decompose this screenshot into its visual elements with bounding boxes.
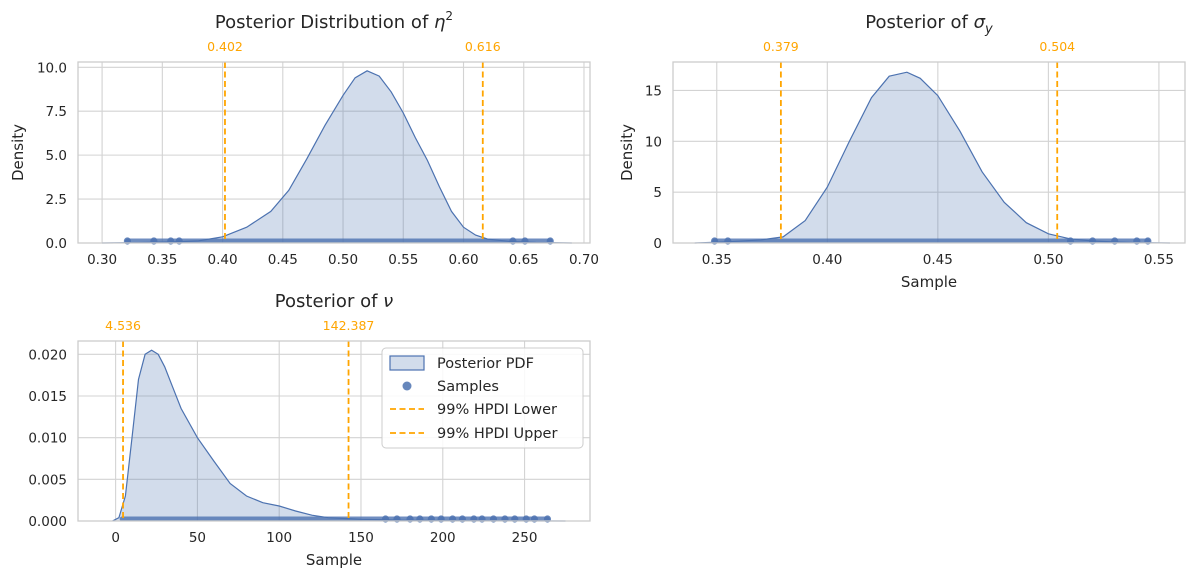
y-axis-label: Density xyxy=(618,124,636,181)
y-tick-label: 0.015 xyxy=(28,389,67,405)
y-tick-label: 0.000 xyxy=(28,514,67,530)
y-tick-label: 5 xyxy=(653,185,662,201)
density-area xyxy=(694,72,1170,243)
axes-frame xyxy=(672,61,1186,244)
legend-label: Posterior PDF xyxy=(437,356,534,372)
hpdi-lower-label: 0.402 xyxy=(207,39,243,54)
axes-frame xyxy=(77,61,591,244)
x-axis-label: Sample xyxy=(306,551,362,569)
x-tick-label: 0.40 xyxy=(812,252,842,268)
hpdi-upper-label: 0.616 xyxy=(465,39,501,54)
y-tick-label: 0.0 xyxy=(46,236,67,252)
x-tick-label: 0.35 xyxy=(147,252,177,268)
x-tick-label: 0.50 xyxy=(1033,252,1063,268)
y-tick-label: 7.5 xyxy=(46,104,67,120)
x-tick-label: 200 xyxy=(430,530,456,546)
y-tick-label: 15 xyxy=(645,83,662,99)
legend-swatch-pdf xyxy=(389,355,425,371)
legend: Posterior PDF Samples 99% HPDI Lower 99% HP… xyxy=(381,347,584,449)
hpdi-lower-label: 4.536 xyxy=(105,318,141,333)
x-tick-label: 0.60 xyxy=(448,252,478,268)
x-tick-label: 0.55 xyxy=(388,252,418,268)
x-tick-label: 0.70 xyxy=(569,252,599,268)
x-tick-label: 100 xyxy=(266,530,292,546)
x-tick-label: 250 xyxy=(512,530,538,546)
x-tick-label: 0.40 xyxy=(208,252,238,268)
y-tick-label: 10.0 xyxy=(37,60,67,76)
x-axis-label: Sample xyxy=(901,273,957,291)
legend-label: Samples xyxy=(437,379,499,395)
axes-frame xyxy=(77,340,591,522)
density-line xyxy=(102,70,572,244)
chart-title-2: Posterior of σy xyxy=(865,12,993,37)
chart-title-1: Posterior Distribution of η2 xyxy=(215,9,453,33)
x-tick-label: 0.55 xyxy=(1144,252,1174,268)
y-tick-label: 2.5 xyxy=(46,192,67,208)
y-tick-label: 0.005 xyxy=(28,472,67,488)
x-tick-label: 150 xyxy=(348,530,374,546)
legend-label: 99% HPDI Lower xyxy=(437,402,557,418)
x-tick-label: 50 xyxy=(189,530,206,546)
legend-box xyxy=(381,347,584,449)
density-area xyxy=(102,70,572,243)
y-tick-label: 0.010 xyxy=(28,431,67,447)
y-tick-label: 10 xyxy=(645,134,662,150)
chart-panel-2: 0.379 0.504 0.35 0.40 0.45 0.50 0.55 0 5 10 15 Samp… xyxy=(618,39,1186,291)
hpdi-lower-label: 0.379 xyxy=(763,39,799,54)
legend-swatch-samples xyxy=(402,381,412,391)
hpdi-upper-label: 142.387 xyxy=(323,318,375,333)
x-tick-label: 0.45 xyxy=(268,252,298,268)
y-axis-label: Density xyxy=(9,124,27,181)
hpdi-upper-label: 0.504 xyxy=(1039,39,1075,54)
x-tick-label: 0.30 xyxy=(87,252,117,268)
chart-title-3: Posterior of ν xyxy=(275,291,393,312)
x-tick-label: 0.65 xyxy=(509,252,539,268)
x-tick-label: 0 xyxy=(111,530,120,546)
y-tick-label: 5.0 xyxy=(46,148,67,164)
x-tick-label: 0.50 xyxy=(328,252,358,268)
chart-panel-1: 0.402 0.616 0.30 0.35 0.40 0.45 0.50 0.55 0.60 0.… xyxy=(9,39,599,268)
x-tick-label: 0.45 xyxy=(923,252,953,268)
legend-label: 99% HPDI Upper xyxy=(437,426,557,442)
x-tick-label: 0.35 xyxy=(702,252,732,268)
y-tick-label: 0.020 xyxy=(28,347,67,363)
y-tick-label: 0 xyxy=(653,236,662,252)
